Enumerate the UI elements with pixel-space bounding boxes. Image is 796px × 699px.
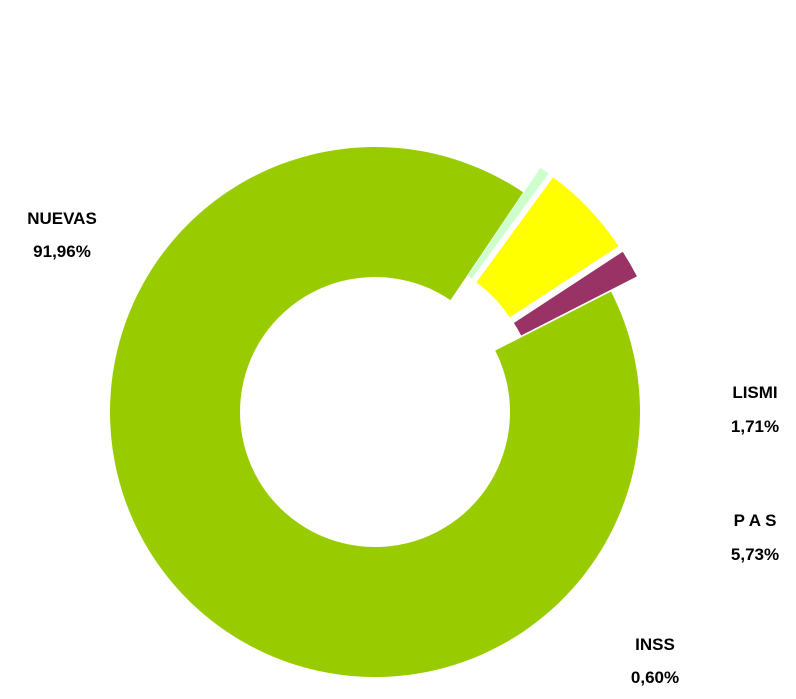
slice-label-inss: INSS <box>635 635 675 654</box>
slice-value-lismi: 1,71% <box>731 417 779 436</box>
slice-label-pas: P A S <box>734 511 777 530</box>
slices-layer <box>110 147 640 677</box>
slice-value-inss: 0,60% <box>631 668 679 687</box>
slice-value-nuevas: 91,96% <box>33 242 91 261</box>
slice-label-lismi: LISMI <box>732 383 777 402</box>
slice-label-nuevas: NUEVAS <box>27 209 97 228</box>
slice-value-pas: 5,73% <box>731 545 779 564</box>
